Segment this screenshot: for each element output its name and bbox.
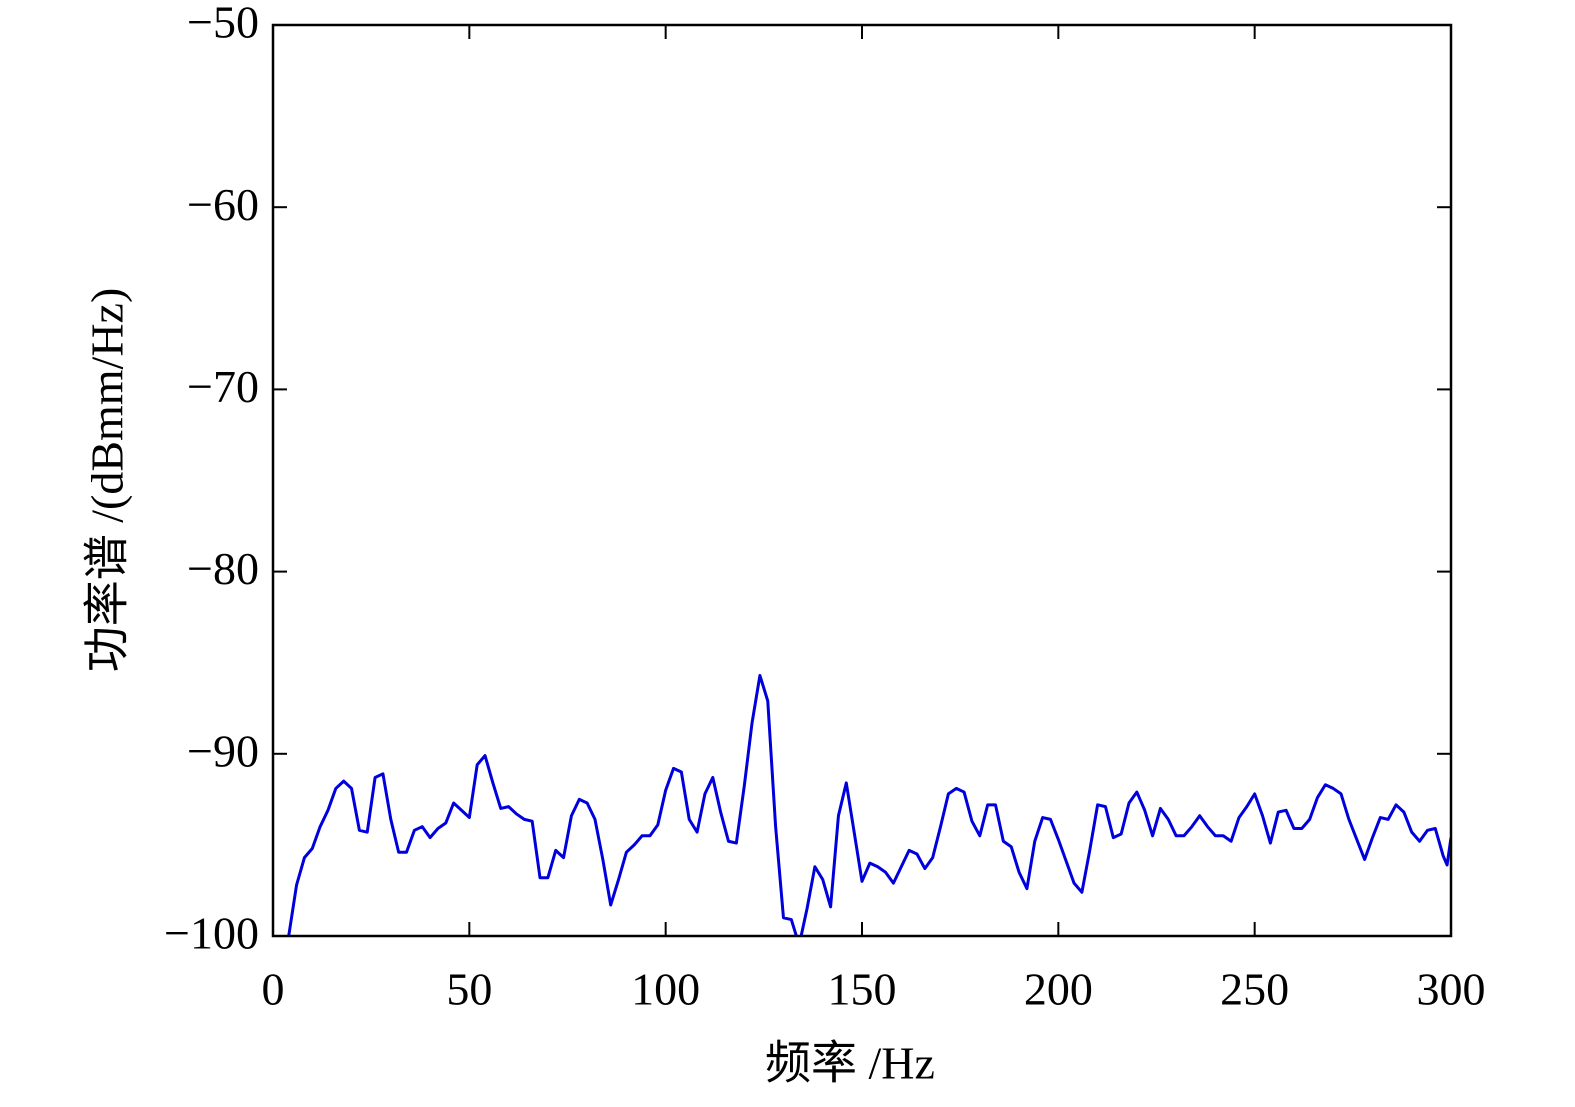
- x-tick-label: 300: [1417, 964, 1486, 1015]
- data-line: [287, 673, 1451, 936]
- plot-frame: [271, 23, 1453, 938]
- y-tick-label: −100: [164, 908, 259, 959]
- y-tick-label: −50: [187, 0, 259, 48]
- x-axis-label: 频率 /Hz: [765, 1038, 935, 1089]
- y-tick-label: −90: [187, 725, 259, 776]
- x-tick-label: 50: [446, 964, 492, 1015]
- x-tick-label: 150: [828, 964, 897, 1015]
- y-tick-label: −80: [187, 543, 259, 594]
- y-axis-label: 功率谱 /(dBmm/Hz): [82, 288, 133, 673]
- x-tick-label: 0: [262, 964, 285, 1015]
- y-tick-label: −60: [187, 179, 259, 230]
- y-tick-label: −70: [187, 361, 259, 412]
- x-tick-label: 200: [1024, 964, 1093, 1015]
- x-tick-label: 100: [631, 964, 700, 1015]
- x-tick-label: 250: [1220, 964, 1289, 1015]
